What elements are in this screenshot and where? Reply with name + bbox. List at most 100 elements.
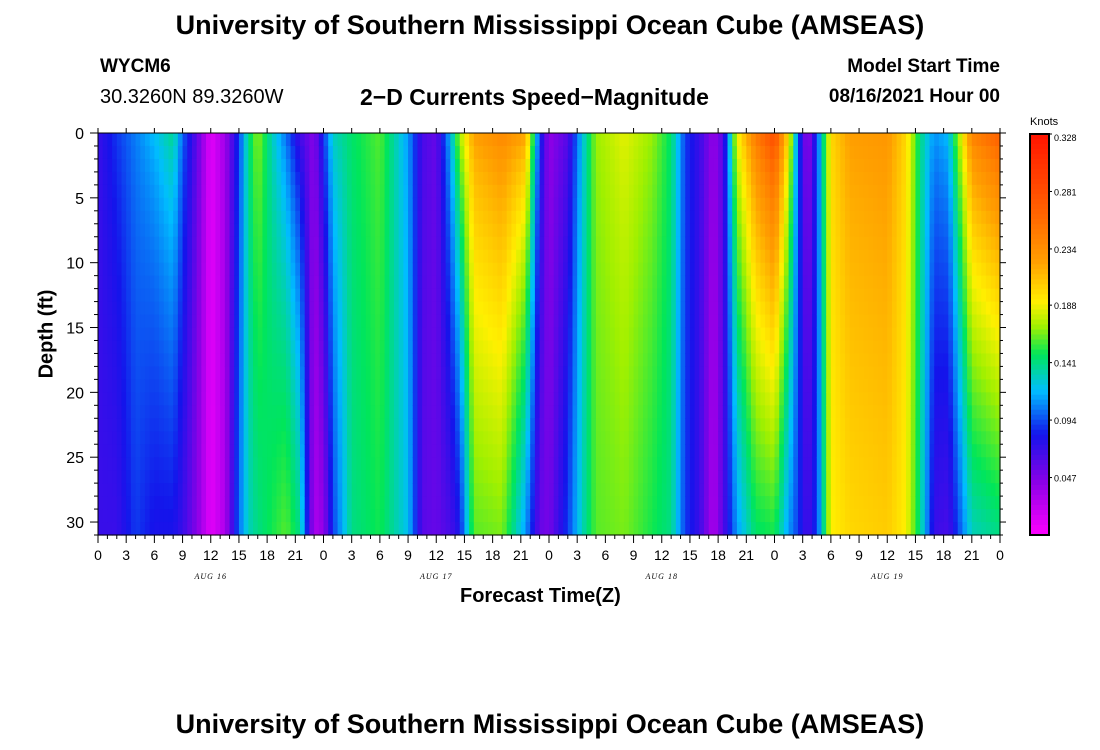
heatmap-cell	[835, 431, 841, 445]
heatmap-cell	[314, 262, 320, 277]
heatmap-cell	[530, 483, 536, 497]
heatmap-cell	[685, 405, 691, 419]
heatmap-cell	[511, 340, 517, 355]
heatmap-cell	[464, 405, 470, 419]
heatmap-cell	[802, 275, 808, 290]
heatmap-cell	[525, 522, 531, 536]
heatmap-cell	[361, 133, 367, 147]
heatmap-cell	[821, 457, 827, 471]
heatmap-cell	[116, 236, 123, 251]
heatmap-cell	[830, 431, 837, 445]
heatmap-cell	[549, 444, 555, 458]
heatmap-cell	[586, 418, 592, 432]
heatmap-cell	[436, 210, 442, 225]
heatmap-cell	[718, 457, 724, 471]
heatmap-cell	[793, 262, 799, 277]
heatmap-cell	[121, 483, 127, 497]
heatmap-cell	[342, 210, 348, 225]
heatmap-cell	[657, 405, 663, 419]
heatmap-cell	[276, 158, 282, 173]
heatmap-cell	[328, 457, 334, 471]
heatmap-cell	[201, 470, 207, 484]
heatmap-cell	[614, 223, 621, 238]
heatmap-cell	[699, 522, 705, 536]
heatmap-cell	[816, 470, 823, 484]
heatmap-cell	[398, 340, 404, 355]
heatmap-cell	[238, 457, 245, 471]
heatmap-cell	[196, 158, 202, 173]
heatmap-cell	[769, 236, 776, 251]
heatmap-cell	[511, 314, 517, 329]
heatmap-cell	[314, 340, 320, 355]
heatmap-cell	[130, 145, 137, 160]
heatmap-cell	[844, 133, 851, 147]
heatmap-cell	[502, 340, 508, 355]
heatmap-cell	[544, 275, 550, 290]
heatmap-cell	[567, 223, 574, 238]
heatmap-cell	[534, 509, 541, 523]
heatmap-cell	[727, 431, 733, 445]
heatmap-cell	[605, 301, 611, 316]
heatmap-cell	[591, 379, 597, 393]
heatmap-cell	[450, 197, 456, 212]
heatmap-cell	[206, 236, 212, 251]
heatmap-cell	[257, 301, 264, 316]
heatmap-cell	[398, 522, 404, 536]
heatmap-cell	[844, 145, 851, 160]
heatmap-cell	[412, 509, 419, 523]
heatmap-cell	[253, 236, 259, 251]
heatmap-cell	[224, 197, 231, 212]
heatmap-cell	[196, 366, 202, 380]
heatmap-cell	[234, 405, 240, 419]
heatmap-cell	[586, 262, 592, 277]
heatmap-cell	[520, 379, 527, 393]
heatmap-cell	[595, 158, 602, 173]
heatmap-cell	[675, 444, 682, 458]
heatmap-cell	[497, 483, 503, 497]
heatmap-cell	[370, 444, 376, 458]
heatmap-cell	[600, 431, 606, 445]
heatmap-cell	[436, 314, 442, 329]
heatmap-cell	[704, 158, 710, 173]
heatmap-cell	[591, 509, 597, 523]
heatmap-cell	[534, 288, 541, 303]
heatmap-cell	[455, 509, 461, 523]
heatmap-cell	[530, 158, 536, 173]
heatmap-cell	[187, 249, 193, 264]
heatmap-cell	[840, 223, 846, 238]
heatmap-cell	[830, 457, 837, 471]
heatmap-cell	[586, 470, 592, 484]
heatmap-cell	[492, 509, 498, 523]
heatmap-cell	[426, 145, 433, 160]
heatmap-cell	[577, 171, 583, 186]
heatmap-cell	[220, 262, 226, 277]
heatmap-cell	[135, 457, 141, 471]
heatmap-cell	[318, 288, 325, 303]
heatmap-cell	[732, 418, 738, 432]
heatmap-cell	[539, 210, 545, 225]
heatmap-cell	[516, 366, 522, 380]
heatmap-cell	[638, 236, 644, 251]
heatmap-cell	[647, 418, 653, 432]
heatmap-cell	[191, 418, 198, 432]
heatmap-cell	[187, 457, 193, 471]
heatmap-cell	[323, 158, 329, 173]
heatmap-cell	[300, 457, 306, 471]
heatmap-cell	[478, 457, 484, 471]
heatmap-cell	[802, 444, 808, 458]
heatmap-cell	[248, 353, 254, 368]
heatmap-cell	[760, 301, 766, 316]
heatmap-cell	[229, 379, 235, 393]
heatmap-cell	[525, 353, 531, 368]
heatmap-cell	[741, 288, 747, 303]
heatmap-cell	[290, 197, 296, 212]
heatmap-cell	[797, 249, 804, 264]
heatmap-cell	[365, 418, 372, 432]
heatmap-cell	[159, 133, 165, 147]
heatmap-cell	[328, 288, 334, 303]
heatmap-cell	[638, 496, 644, 510]
heatmap-cell	[215, 353, 221, 368]
heatmap-cell	[455, 275, 461, 290]
heatmap-cell	[403, 366, 409, 380]
heatmap-cell	[140, 210, 146, 225]
